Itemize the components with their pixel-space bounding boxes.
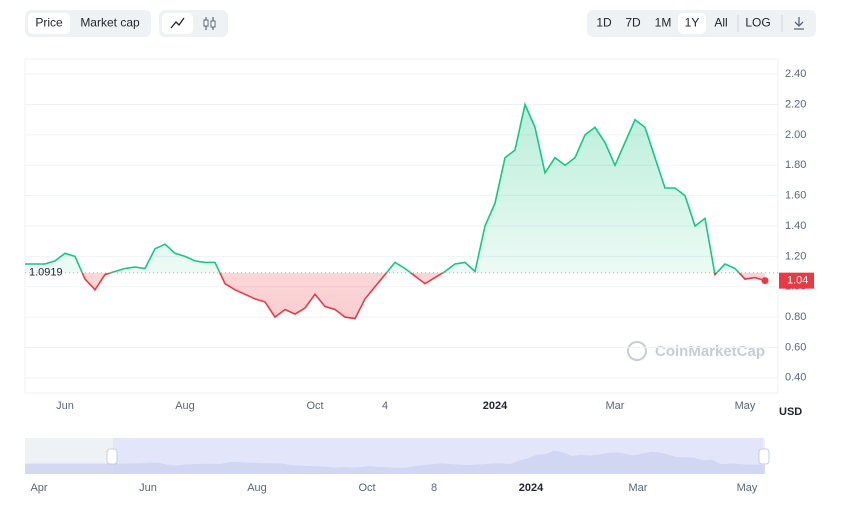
candle-icon-body [210, 20, 216, 28]
x-tick-label: 2024 [483, 400, 508, 412]
y-tick-label: 1.80 [785, 159, 806, 171]
y-tick-label: 0.40 [785, 372, 806, 384]
watermark-logo [627, 341, 647, 361]
area-down [82, 272, 765, 319]
y-tick-label: 1.40 [785, 220, 806, 232]
price-line-up [25, 101, 741, 273]
navigator-label: May [737, 482, 758, 494]
navigator-label: Jun [139, 482, 157, 494]
range-btn[interactable]: 1Y [685, 16, 700, 30]
x-tick-label: Jun [56, 400, 74, 412]
range-btn[interactable]: 1D [596, 16, 612, 30]
navigator-label: 8 [431, 482, 437, 494]
tab-market-cap[interactable]: Market cap [80, 16, 140, 30]
tab-active[interactable] [28, 13, 70, 34]
currency-label: USD [779, 406, 802, 418]
navigator-label: 2024 [519, 482, 544, 494]
range-btn[interactable]: LOG [745, 16, 770, 30]
range-btn[interactable]: 1M [655, 16, 672, 30]
y-tick-label: 2.20 [785, 98, 806, 110]
last-label: 1.04 [787, 275, 808, 287]
baseline-label: 1.0919 [29, 267, 63, 279]
navigator-label: Apr [30, 482, 47, 494]
range-btn[interactable]: All [714, 16, 727, 30]
y-tick-label: 1.60 [785, 190, 806, 202]
navigator-handle[interactable] [106, 448, 118, 465]
line-icon [170, 17, 185, 29]
x-tick-label: Oct [306, 400, 323, 412]
navigator-handle[interactable] [758, 448, 770, 465]
last-point [761, 277, 769, 285]
candle-icon-body [203, 19, 209, 27]
x-tick-label: Mar [606, 400, 625, 412]
y-tick-label: 0.80 [785, 311, 806, 323]
y-tick-label: 2.00 [785, 129, 806, 141]
y-tick-label: 1.20 [785, 250, 806, 262]
x-tick-label: 4 [382, 400, 388, 412]
navigator-label: Aug [247, 482, 267, 494]
y-tick-label: 2.40 [785, 68, 806, 80]
download-btn[interactable] [794, 17, 804, 30]
y-tick-label: 0.60 [785, 341, 806, 353]
x-tick-label: May [735, 400, 756, 412]
watermark: CoinMarketCap [655, 343, 765, 360]
tab-price[interactable]: Price [35, 16, 63, 30]
range-btn[interactable]: 7D [625, 16, 641, 30]
range-active[interactable] [678, 13, 706, 34]
navigator-label: Mar [629, 482, 648, 494]
last-badge [779, 272, 814, 289]
x-tick-label: Aug [175, 400, 195, 412]
navigator-area [25, 450, 765, 474]
navigator-label: Oct [358, 482, 375, 494]
